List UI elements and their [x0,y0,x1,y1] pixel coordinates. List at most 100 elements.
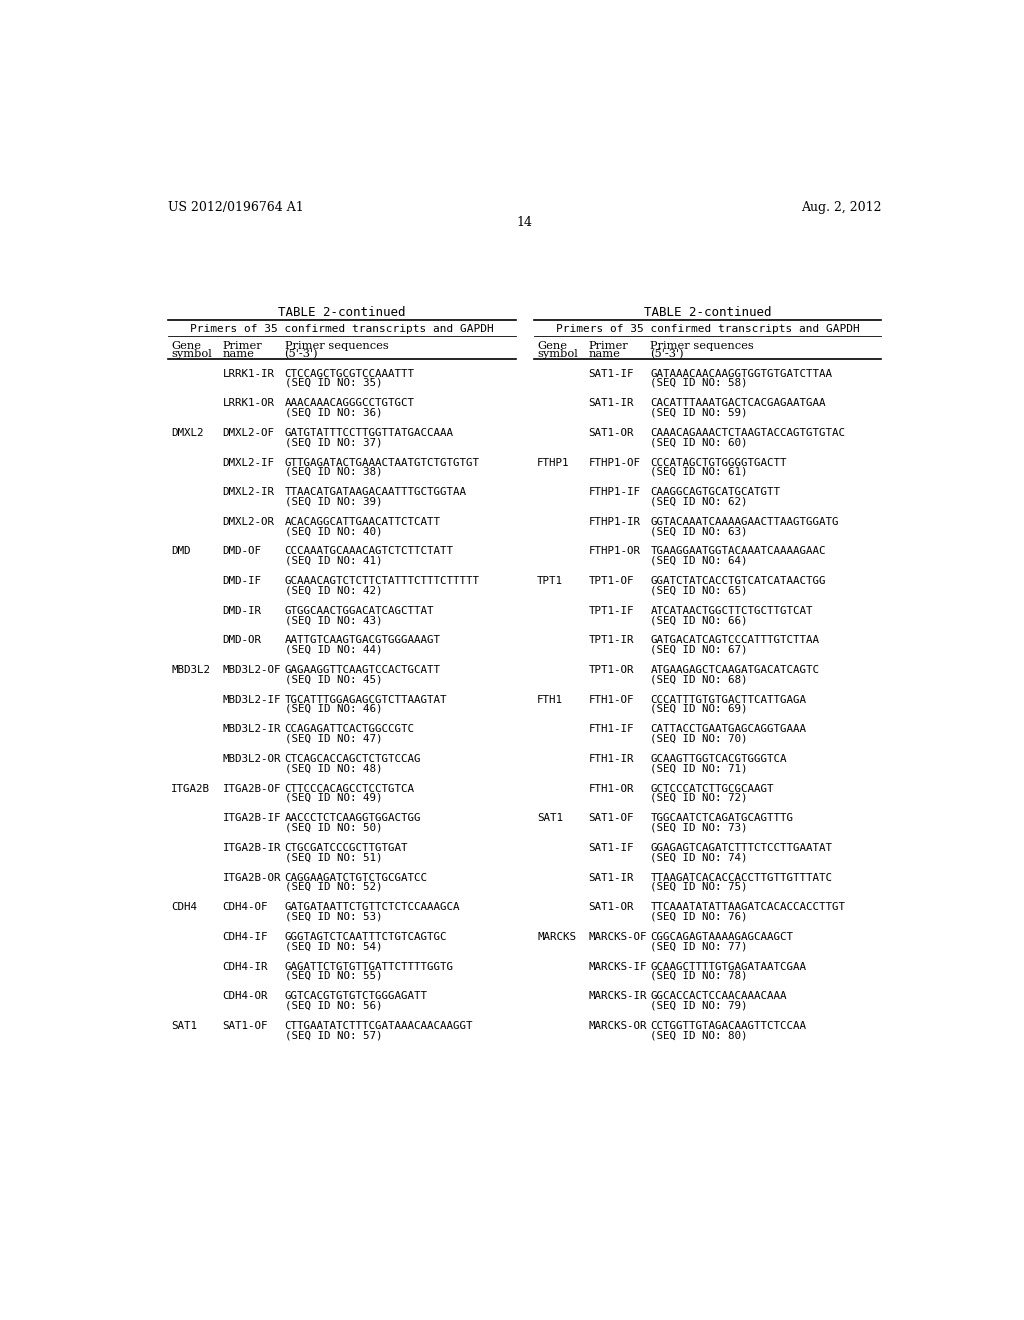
Text: (SEQ ID NO: 45): (SEQ ID NO: 45) [285,675,382,684]
Text: LRRK1-IR: LRRK1-IR [222,368,274,379]
Text: (SEQ ID NO: 43): (SEQ ID NO: 43) [285,615,382,624]
Text: CDH4-IR: CDH4-IR [222,961,268,972]
Text: Gene: Gene [538,341,567,351]
Text: (SEQ ID NO: 37): (SEQ ID NO: 37) [285,437,382,447]
Text: (SEQ ID NO: 59): (SEQ ID NO: 59) [650,408,748,417]
Text: GTTGAGATACTGAAACTAATGTCTGTGTGT: GTTGAGATACTGAAACTAATGTCTGTGTGT [285,458,479,467]
Text: TTCAAATATATTAAGATCACACCACCTTGT: TTCAAATATATTAAGATCACACCACCTTGT [650,903,846,912]
Text: (SEQ ID NO: 48): (SEQ ID NO: 48) [285,763,382,774]
Text: (SEQ ID NO: 65): (SEQ ID NO: 65) [650,585,748,595]
Text: DMD-OF: DMD-OF [222,546,261,557]
Text: ATGAAGAGCTCAAGATGACATCAGTC: ATGAAGAGCTCAAGATGACATCAGTC [650,665,819,675]
Text: CCTGGTTGTAGACAAGTTCTCCAA: CCTGGTTGTAGACAAGTTCTCCAA [650,1020,806,1031]
Text: SAT1-OF: SAT1-OF [222,1020,268,1031]
Text: TGCATTTGGAGAGCGTCTTAAGTAT: TGCATTTGGAGAGCGTCTTAAGTAT [285,694,447,705]
Text: (SEQ ID NO: 68): (SEQ ID NO: 68) [650,675,748,684]
Text: Primers of 35 confirmed transcripts and GAPDH: Primers of 35 confirmed transcripts and … [556,323,859,334]
Text: ITGA2B: ITGA2B [171,784,210,793]
Text: FTHP1-IF: FTHP1-IF [589,487,640,498]
Text: CATTACCTGAATGAGCAGGTGAAA: CATTACCTGAATGAGCAGGTGAAA [650,725,806,734]
Text: SAT1-IR: SAT1-IR [589,873,634,883]
Text: (SEQ ID NO: 40): (SEQ ID NO: 40) [285,527,382,536]
Text: DMXL2: DMXL2 [171,428,204,438]
Text: (SEQ ID NO: 51): (SEQ ID NO: 51) [285,853,382,862]
Text: SAT1-OF: SAT1-OF [589,813,634,824]
Text: (SEQ ID NO: 44): (SEQ ID NO: 44) [285,644,382,655]
Text: (SEQ ID NO: 52): (SEQ ID NO: 52) [285,882,382,892]
Text: CCCATTTGTGTGACTTCATTGAGA: CCCATTTGTGTGACTTCATTGAGA [650,694,806,705]
Text: CTCAGCACCAGCTCTGTCCAG: CTCAGCACCAGCTCTGTCCAG [285,754,421,764]
Text: (SEQ ID NO: 50): (SEQ ID NO: 50) [285,822,382,833]
Text: symbol: symbol [538,350,578,359]
Text: CCCATAGCTGTGGGGTGACTT: CCCATAGCTGTGGGGTGACTT [650,458,786,467]
Text: (SEQ ID NO: 54): (SEQ ID NO: 54) [285,941,382,952]
Text: (SEQ ID NO: 36): (SEQ ID NO: 36) [285,408,382,417]
Text: (SEQ ID NO: 62): (SEQ ID NO: 62) [650,496,748,507]
Text: (SEQ ID NO: 41): (SEQ ID NO: 41) [285,556,382,566]
Text: SAT1: SAT1 [538,813,563,824]
Text: (SEQ ID NO: 64): (SEQ ID NO: 64) [650,556,748,566]
Text: CAGGAAGATCTGTCTGCGATCC: CAGGAAGATCTGTCTGCGATCC [285,873,428,883]
Text: (SEQ ID NO: 66): (SEQ ID NO: 66) [650,615,748,624]
Text: TPT1-OR: TPT1-OR [589,665,634,675]
Text: GGAGAGTCAGATCTTTCTCCTTGAATAT: GGAGAGTCAGATCTTTCTCCTTGAATAT [650,843,833,853]
Text: (SEQ ID NO: 76): (SEQ ID NO: 76) [650,911,748,921]
Text: Primer sequences: Primer sequences [650,341,754,351]
Text: (5'-3'): (5'-3') [285,350,318,359]
Text: (SEQ ID NO: 71): (SEQ ID NO: 71) [650,763,748,774]
Text: SAT1-IR: SAT1-IR [589,399,634,408]
Text: TTAAGATCACACCACCTTGTTGTTTATC: TTAAGATCACACCACCTTGTTGTTTATC [650,873,833,883]
Text: (SEQ ID NO: 61): (SEQ ID NO: 61) [650,467,748,477]
Text: US 2012/0196764 A1: US 2012/0196764 A1 [168,201,304,214]
Text: GCAAACAGTCTCTTCTATTTCTTTCTTTTT: GCAAACAGTCTCTTCTATTTCTTTCTTTTT [285,576,479,586]
Text: (SEQ ID NO: 79): (SEQ ID NO: 79) [650,1001,748,1010]
Text: MBD3L2-IR: MBD3L2-IR [222,725,281,734]
Text: DMD-IR: DMD-IR [222,606,261,615]
Text: (SEQ ID NO: 78): (SEQ ID NO: 78) [650,970,748,981]
Text: CTTCCCACAGCCTCCTGTCA: CTTCCCACAGCCTCCTGTCA [285,784,415,793]
Text: GAGATTCTGTGTTGATTCTTTTGGTG: GAGATTCTGTGTTGATTCTTTTGGTG [285,961,454,972]
Text: GGTCACGTGTGTCTGGGAGATT: GGTCACGTGTGTCTGGGAGATT [285,991,428,1001]
Text: Primer: Primer [589,341,628,351]
Text: CTCCAGCTGCGTCCAAATTT: CTCCAGCTGCGTCCAAATTT [285,368,415,379]
Text: SAT1-IF: SAT1-IF [589,368,634,379]
Text: SAT1-OR: SAT1-OR [589,428,634,438]
Text: (SEQ ID NO: 38): (SEQ ID NO: 38) [285,467,382,477]
Text: MARCKS-IR: MARCKS-IR [589,991,647,1001]
Text: DMXL2-IR: DMXL2-IR [222,487,274,498]
Text: AATTGTCAAGTGACGTGGGAAAGT: AATTGTCAAGTGACGTGGGAAAGT [285,635,440,645]
Text: AACCCTCTCAAGGTGGACTGG: AACCCTCTCAAGGTGGACTGG [285,813,421,824]
Text: name: name [222,350,254,359]
Text: FTHP1-OR: FTHP1-OR [589,546,640,557]
Text: FTH1: FTH1 [538,694,563,705]
Text: (SEQ ID NO: 39): (SEQ ID NO: 39) [285,496,382,507]
Text: TTAACATGATAAGACAATTTGCTGGTAA: TTAACATGATAAGACAATTTGCTGGTAA [285,487,467,498]
Text: CAAACAGAAACTCTAAGTACCAGTGTGTAC: CAAACAGAAACTCTAAGTACCAGTGTGTAC [650,428,846,438]
Text: Primers of 35 confirmed transcripts and GAPDH: Primers of 35 confirmed transcripts and … [190,323,494,334]
Text: CTTGAATATCTTTCGATAAACAACAAGGT: CTTGAATATCTTTCGATAAACAACAAGGT [285,1020,473,1031]
Text: Aug. 2, 2012: Aug. 2, 2012 [801,201,882,214]
Text: GATGTATTTCCTTGGTTATGACCAAA: GATGTATTTCCTTGGTTATGACCAAA [285,428,454,438]
Text: LRRK1-OR: LRRK1-OR [222,399,274,408]
Text: CDH4: CDH4 [171,903,198,912]
Text: (SEQ ID NO: 49): (SEQ ID NO: 49) [285,793,382,803]
Text: FTHP1-OF: FTHP1-OF [589,458,640,467]
Text: DMXL2-OR: DMXL2-OR [222,517,274,527]
Text: TPT1: TPT1 [538,576,563,586]
Text: symbol: symbol [171,350,212,359]
Text: SAT1: SAT1 [171,1020,198,1031]
Text: MBD3L2-OF: MBD3L2-OF [222,665,281,675]
Text: (SEQ ID NO: 56): (SEQ ID NO: 56) [285,1001,382,1010]
Text: (SEQ ID NO: 42): (SEQ ID NO: 42) [285,585,382,595]
Text: (SEQ ID NO: 47): (SEQ ID NO: 47) [285,734,382,743]
Text: CDH4-IF: CDH4-IF [222,932,268,942]
Text: CCCAAATGCAAACAGTCTCTTCTATT: CCCAAATGCAAACAGTCTCTTCTATT [285,546,454,557]
Text: CDH4-OR: CDH4-OR [222,991,268,1001]
Text: GATAAACAACAAGGTGGTGTGATCTTAA: GATAAACAACAAGGTGGTGTGATCTTAA [650,368,833,379]
Text: (SEQ ID NO: 72): (SEQ ID NO: 72) [650,793,748,803]
Text: DMD-OR: DMD-OR [222,635,261,645]
Text: FTH1-OF: FTH1-OF [589,694,634,705]
Text: CACATTTAAATGACTCACGAGAATGAA: CACATTTAAATGACTCACGAGAATGAA [650,399,825,408]
Text: (SEQ ID NO: 77): (SEQ ID NO: 77) [650,941,748,952]
Text: FTHP1: FTHP1 [538,458,569,467]
